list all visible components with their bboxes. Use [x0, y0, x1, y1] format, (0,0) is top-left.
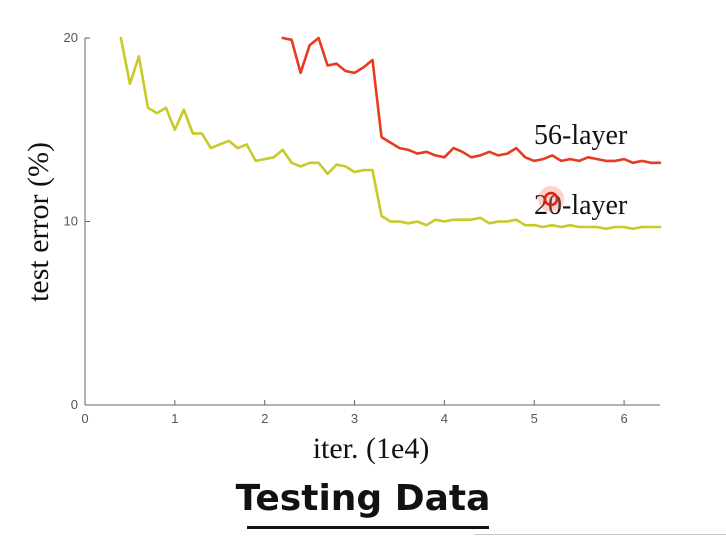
caption-underline: [247, 526, 489, 529]
series-label-56-layer: 56-layer: [534, 120, 628, 151]
cursor-marker: [538, 186, 564, 212]
x-axis-title: iter. (1e4): [313, 432, 430, 465]
series-layer: [119, 36, 662, 231]
y-axis-title: test error (%): [22, 142, 55, 302]
x-tick-label: 1: [171, 411, 178, 426]
divider: [474, 534, 726, 535]
series-line-56-layer: [281, 36, 662, 165]
axes: 0 1 2 3 4 5 6 0 10 20: [64, 30, 660, 426]
x-tick-label: 3: [351, 411, 358, 426]
y-tick-label: 10: [64, 214, 78, 229]
caption-title: Testing Data: [235, 478, 491, 519]
x-tick-label: 0: [81, 411, 88, 426]
x-tick-label: 6: [620, 411, 627, 426]
x-tick-label: 2: [261, 411, 268, 426]
y-tick-label: 20: [64, 30, 78, 45]
x-tick-label: 4: [441, 411, 448, 426]
y-tick-label: 0: [71, 397, 78, 412]
x-tick-label: 5: [531, 411, 538, 426]
series-line-20-layer: [119, 36, 662, 231]
